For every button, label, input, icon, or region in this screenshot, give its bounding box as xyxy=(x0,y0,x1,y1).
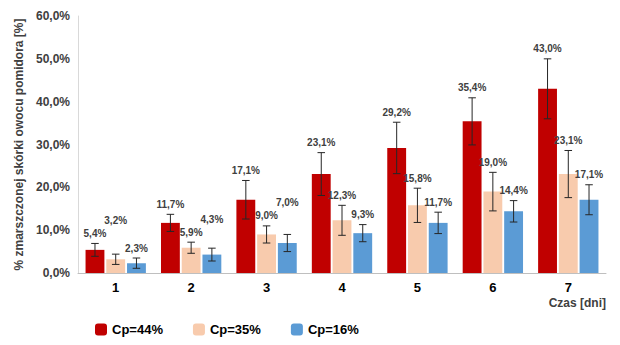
svg-text:5,4%: 5,4% xyxy=(84,228,107,239)
svg-text:1: 1 xyxy=(112,280,119,295)
svg-text:Czas [dni]: Czas [dni] xyxy=(549,296,606,310)
svg-text:17,1%: 17,1% xyxy=(575,169,603,180)
svg-text:Cp=35%: Cp=35% xyxy=(210,322,261,337)
svg-text:30,0%: 30,0% xyxy=(36,138,70,152)
svg-text:Cp=44%: Cp=44% xyxy=(112,322,163,337)
svg-text:7,0%: 7,0% xyxy=(276,197,299,208)
svg-text:% zmarszczonej skórki owocu po: % zmarszczonej skórki owocu pomidora [%] xyxy=(12,18,26,270)
svg-text:23,1%: 23,1% xyxy=(554,135,582,146)
svg-text:10,0%: 10,0% xyxy=(36,223,70,237)
svg-text:2: 2 xyxy=(188,280,195,295)
svg-text:43,0%: 43,0% xyxy=(533,43,561,54)
svg-text:23,1%: 23,1% xyxy=(307,137,335,148)
svg-text:9,3%: 9,3% xyxy=(351,209,374,220)
svg-text:7: 7 xyxy=(565,280,572,295)
svg-text:15,8%: 15,8% xyxy=(403,173,431,184)
svg-text:20,0%: 20,0% xyxy=(36,180,70,194)
svg-text:9,0%: 9,0% xyxy=(255,210,278,221)
svg-text:35,4%: 35,4% xyxy=(458,82,486,93)
svg-text:60,0%: 60,0% xyxy=(36,9,70,23)
svg-text:3,2%: 3,2% xyxy=(104,215,127,226)
svg-text:40,0%: 40,0% xyxy=(36,95,70,109)
svg-text:11,7%: 11,7% xyxy=(156,199,184,210)
svg-text:6: 6 xyxy=(489,280,496,295)
svg-text:Cp=16%: Cp=16% xyxy=(308,322,359,337)
svg-text:4,3%: 4,3% xyxy=(200,214,223,225)
svg-text:17,1%: 17,1% xyxy=(232,165,260,176)
svg-text:0,0%: 0,0% xyxy=(43,266,71,280)
svg-text:5,9%: 5,9% xyxy=(180,227,203,238)
svg-text:19,0%: 19,0% xyxy=(479,157,507,168)
svg-text:5: 5 xyxy=(414,280,421,295)
svg-text:2,3%: 2,3% xyxy=(125,243,148,254)
svg-text:4: 4 xyxy=(338,280,346,295)
svg-text:14,4%: 14,4% xyxy=(499,185,527,196)
svg-text:11,7%: 11,7% xyxy=(424,197,452,208)
svg-text:3: 3 xyxy=(263,280,270,295)
svg-text:12,3%: 12,3% xyxy=(328,190,356,201)
svg-text:50,0%: 50,0% xyxy=(36,52,70,66)
svg-text:29,2%: 29,2% xyxy=(383,107,411,118)
